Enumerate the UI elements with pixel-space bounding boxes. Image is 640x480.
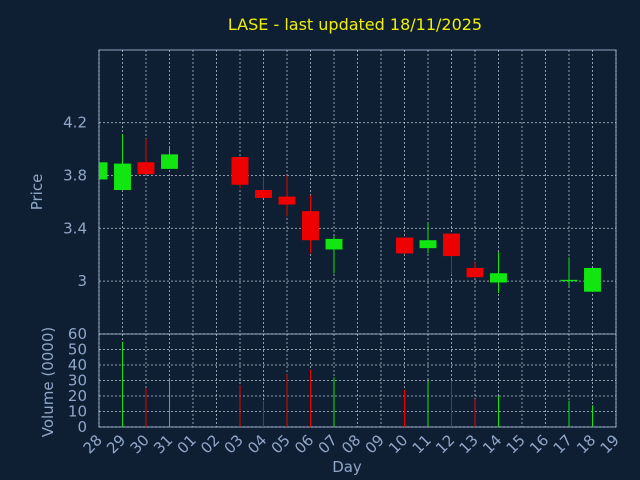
day-tick-label: 06	[291, 431, 317, 457]
day-tick-label: 02	[197, 431, 223, 457]
day-tick-label: 08	[338, 431, 364, 457]
candle-body	[490, 273, 507, 283]
candle-body	[560, 279, 578, 282]
candle-body	[137, 162, 155, 175]
day-tick-label: 17	[550, 431, 576, 457]
day-tick-label: 31	[150, 431, 176, 457]
price-tick-label: 3	[77, 272, 87, 290]
volume-tick-label: 40	[68, 356, 87, 374]
volume-axis-title: Volume (0000)	[39, 327, 57, 437]
price-tick-label: 3.4	[63, 219, 87, 237]
day-tick-label: 30	[127, 431, 153, 457]
candle-body	[443, 233, 460, 257]
day-tick-label: 01	[174, 431, 200, 457]
day-tick-label: 11	[409, 431, 435, 457]
day-tick-label: 13	[456, 431, 482, 457]
day-tick-label: 12	[432, 431, 458, 457]
day-tick-label: 16	[526, 431, 552, 457]
day-tick-label: 04	[244, 431, 270, 457]
price-axis-title: Price	[28, 174, 46, 211]
candle-body	[231, 156, 249, 185]
day-tick-label: 09	[362, 431, 388, 457]
volume-tick-label: 50	[68, 341, 87, 359]
volume-tick-label: 30	[68, 372, 87, 390]
day-tick-label: 19	[597, 431, 623, 457]
candle-body	[161, 154, 178, 169]
chart-title: LASE - last updated 18/11/2025	[228, 15, 482, 34]
day-tick-label: 29	[103, 431, 129, 457]
day-tick-label: 07	[315, 431, 341, 457]
candle-body	[255, 190, 272, 198]
day-tick-label: 15	[503, 431, 529, 457]
day-tick-label: 10	[385, 431, 411, 457]
candle-body	[302, 211, 319, 241]
candle-body	[466, 267, 484, 278]
candles-group	[99, 134, 601, 294]
volume-tick-label: 20	[68, 387, 87, 405]
day-tick-label: 14	[479, 431, 505, 457]
price-tick-label: 4.2	[63, 114, 87, 132]
candle-body	[114, 163, 131, 191]
candle-body	[396, 237, 413, 254]
candle-body	[419, 240, 437, 249]
candle-body	[99, 162, 108, 180]
candle-body	[325, 238, 343, 250]
volume-tick-label: 60	[68, 325, 87, 343]
day-tick-label: 03	[221, 431, 247, 457]
price-tick-label: 3.8	[63, 166, 87, 184]
candle-body	[584, 267, 601, 292]
volume-tick-label: 10	[68, 403, 87, 421]
day-tick-label: 05	[268, 431, 294, 457]
day-tick-label: 18	[573, 431, 599, 457]
candle-body	[278, 196, 296, 205]
x-axis-title: Day	[332, 458, 362, 476]
volume-tick-label: 0	[77, 418, 87, 436]
